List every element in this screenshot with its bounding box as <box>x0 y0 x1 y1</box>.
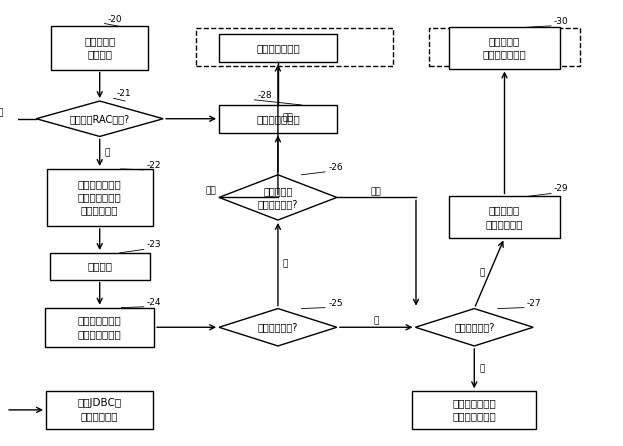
Bar <box>196 28 392 66</box>
Bar <box>412 391 536 429</box>
Bar <box>449 196 560 238</box>
Text: 使用多个RAC集群?: 使用多个RAC集群? <box>70 114 130 124</box>
Text: 是隔离性异常?: 是隔离性异常? <box>454 322 495 332</box>
Bar <box>219 105 337 132</box>
Text: 数据库返回
结果的有效性?: 数据库返回 结果的有效性? <box>258 186 298 209</box>
Text: 否: 否 <box>0 108 3 117</box>
Bar <box>46 391 153 429</box>
Text: 否: 否 <box>479 364 485 373</box>
Text: 有效: 有效 <box>283 114 293 123</box>
Bar <box>429 28 580 66</box>
Bar <box>449 27 560 69</box>
Text: -28: -28 <box>257 91 272 100</box>
Text: -27: -27 <box>527 298 541 308</box>
Text: 是: 是 <box>479 268 485 278</box>
Bar <box>51 26 148 70</box>
Text: 是: 是 <box>283 260 288 269</box>
Bar <box>45 308 154 347</box>
Text: 按照正常的数据
库访问异常处理: 按照正常的数据 库访问异常处理 <box>452 398 496 421</box>
Text: -20: -20 <box>108 15 122 24</box>
Bar <box>47 169 153 226</box>
Text: 开启事务: 开启事务 <box>87 261 112 271</box>
Text: 接收数据库
访问请求: 接收数据库 访问请求 <box>84 36 115 59</box>
Text: -30: -30 <box>554 17 569 26</box>
Text: -25: -25 <box>328 298 343 308</box>
Bar <box>50 253 150 280</box>
Text: 通过路由选择、
路由路径计算确
定目标数据源: 通过路由选择、 路由路径计算确 定目标数据源 <box>78 179 121 215</box>
Text: 数据源切换处理: 数据源切换处理 <box>256 114 300 124</box>
Text: 故障隔离和
数据健康检查: 故障隔离和 数据健康检查 <box>486 206 523 229</box>
Text: 针对目标数据源
进行数据库操作: 针对目标数据源 进行数据库操作 <box>78 316 121 339</box>
Polygon shape <box>416 309 533 346</box>
Text: 故障恢复和
可用数据源更新: 故障恢复和 可用数据源更新 <box>483 36 526 59</box>
Text: -22: -22 <box>147 161 161 170</box>
Text: 完成数据库调用: 完成数据库调用 <box>256 43 300 53</box>
Text: 调用JDBC进
行数据库访问: 调用JDBC进 行数据库访问 <box>78 398 121 421</box>
Text: -26: -26 <box>328 163 343 172</box>
Polygon shape <box>219 175 337 220</box>
Bar <box>219 34 337 62</box>
Text: 否: 否 <box>373 317 379 326</box>
Text: -24: -24 <box>147 298 161 307</box>
Text: 异常: 异常 <box>371 187 381 196</box>
Text: -29: -29 <box>554 185 569 194</box>
Text: 无效: 无效 <box>205 186 216 195</box>
Text: -21: -21 <box>117 89 131 98</box>
Text: 数据操作有效?: 数据操作有效? <box>258 322 298 332</box>
Text: -23: -23 <box>147 240 161 249</box>
Polygon shape <box>36 101 163 136</box>
Text: 是: 是 <box>105 148 110 157</box>
Polygon shape <box>219 309 337 346</box>
